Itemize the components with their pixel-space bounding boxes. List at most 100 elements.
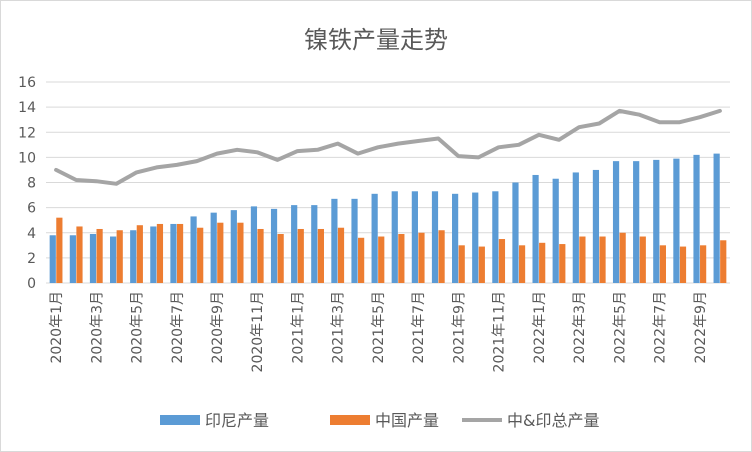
bar-indonesia <box>210 212 217 283</box>
bar-china <box>337 227 345 283</box>
y-tick-label: 0 <box>27 276 36 292</box>
bar-indonesia <box>653 159 660 283</box>
bar-china <box>559 244 566 283</box>
bar-indonesia <box>693 154 700 283</box>
bar-china <box>56 217 63 283</box>
bar-indonesia <box>331 198 338 283</box>
y-tick-label: 12 <box>18 125 36 141</box>
x-tick-label: 2021年11月 <box>492 291 508 372</box>
bar-indonesia <box>250 206 258 283</box>
bar-indonesia <box>170 223 177 283</box>
bar-china <box>418 232 425 283</box>
bar-china <box>156 223 164 283</box>
bar-china <box>458 245 465 283</box>
bar-indonesia <box>612 161 620 283</box>
x-axis-tick-labels: 2020年1月 2020年3月 2020年5月 2020年7月 2020年9月 2020年… <box>49 291 709 372</box>
y-axis-tick-labels: 0 2 4 6 8 10 12 14 16 <box>18 75 36 292</box>
bar-china <box>277 234 284 283</box>
bar-china <box>700 245 707 283</box>
x-tick-label: 2021年3月 <box>331 291 347 364</box>
bar-indonesia <box>673 158 680 283</box>
bar-china <box>76 226 83 283</box>
bar-china <box>398 234 405 283</box>
y-tick-label: 10 <box>18 150 36 166</box>
bar-indonesia <box>633 161 640 283</box>
bar-indonesia <box>452 193 459 283</box>
bar-china <box>518 245 526 283</box>
bar-china <box>679 246 687 283</box>
y-tick-label: 4 <box>27 226 36 242</box>
bar-indonesia <box>391 191 398 283</box>
x-tick-label: 2022年5月 <box>612 291 628 364</box>
bar-indonesia <box>230 210 237 283</box>
y-tick-label: 8 <box>27 176 36 192</box>
x-tick-label: 2020年1月 <box>49 291 65 364</box>
bar-indonesia <box>110 236 117 283</box>
bar-indonesia <box>713 153 720 283</box>
x-tick-label: 2021年5月 <box>371 291 387 364</box>
x-tick-label: 2020年3月 <box>89 291 105 364</box>
bar-china <box>639 236 646 283</box>
bar-china <box>438 230 445 283</box>
bar-china <box>116 230 123 283</box>
total-line <box>54 108 722 186</box>
bar-indonesia <box>69 235 76 283</box>
bar-china <box>257 228 264 283</box>
bar-indonesia <box>411 191 418 283</box>
bar-indonesia <box>291 205 298 283</box>
bar-china <box>720 240 727 283</box>
bar-china <box>297 228 304 283</box>
bar-indonesia <box>89 234 97 283</box>
y-tick-label: 2 <box>27 251 36 267</box>
bar-indonesia <box>532 174 539 283</box>
total-series-line <box>54 108 722 186</box>
bar-indonesia <box>190 216 197 283</box>
x-tick-label: 2020年9月 <box>210 291 226 364</box>
bar-indonesia <box>592 169 600 283</box>
x-tick-label: 2020年11月 <box>250 291 266 372</box>
bar-indonesia <box>311 205 318 283</box>
bar-china <box>317 228 324 283</box>
x-tick-label: 2020年7月 <box>170 291 186 364</box>
x-tick-label: 2022年3月 <box>572 291 588 364</box>
bar-china <box>136 225 143 283</box>
bar-indonesia <box>130 230 137 283</box>
bars <box>49 153 727 283</box>
x-tick-label: 2020年5月 <box>130 291 146 364</box>
chart-title: 镍铁产量走势 <box>304 26 448 54</box>
bar-indonesia <box>371 193 378 283</box>
bar-indonesia <box>552 178 559 283</box>
bar-china <box>378 236 385 283</box>
y-tick-label: 16 <box>18 75 36 91</box>
x-tick-label: 2021年7月 <box>411 291 427 364</box>
x-tick-label: 2022年9月 <box>693 291 709 364</box>
x-tick-label: 2022年1月 <box>532 291 548 364</box>
legend-label: 中国产量 <box>375 411 439 430</box>
bar-china <box>539 242 546 283</box>
legend-swatch <box>160 415 200 425</box>
bar-china <box>197 227 204 283</box>
bar-china <box>599 236 606 283</box>
x-tick-label: 2022年7月 <box>653 291 669 364</box>
bar-china <box>176 223 184 283</box>
bar-china <box>237 222 244 283</box>
bar-indonesia <box>270 208 278 283</box>
bar-indonesia <box>351 198 358 283</box>
legend-label: 中&印总产量 <box>507 411 599 430</box>
bar-china <box>579 236 586 283</box>
x-tick-label: 2021年1月 <box>291 291 307 364</box>
bar-indonesia <box>572 172 579 283</box>
legend-swatch <box>330 415 370 425</box>
legend-label: 印尼产量 <box>205 411 269 430</box>
bar-indonesia <box>472 192 479 283</box>
bar-china <box>217 222 224 283</box>
x-tick-label: 2021年9月 <box>451 291 467 364</box>
bar-china <box>619 232 626 283</box>
legend: 印尼产量 中国产量 中&印总产量 <box>160 411 599 430</box>
bar-china <box>478 246 485 283</box>
y-tick-label: 14 <box>18 100 36 116</box>
bar-china <box>659 245 666 283</box>
bar-indonesia <box>150 226 157 283</box>
bar-indonesia <box>431 191 439 283</box>
